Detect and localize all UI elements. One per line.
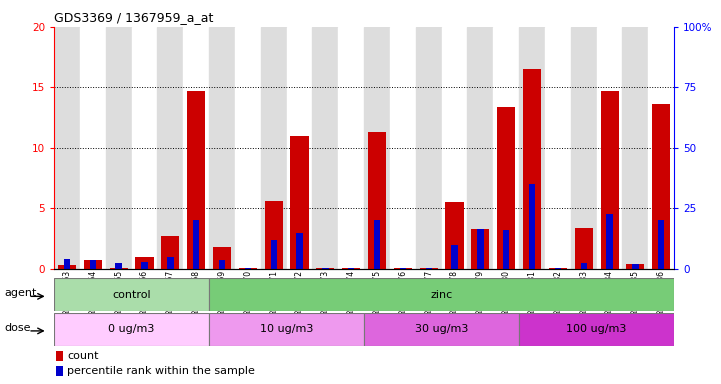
Bar bbox=[364, 313, 519, 346]
Bar bbox=[425, 268, 432, 269]
Bar bbox=[157, 27, 183, 269]
Bar bbox=[416, 27, 441, 269]
Bar bbox=[115, 263, 122, 269]
Bar bbox=[529, 184, 535, 269]
Bar bbox=[519, 313, 674, 346]
Bar bbox=[549, 268, 567, 269]
Bar bbox=[183, 27, 209, 269]
Bar bbox=[209, 313, 364, 346]
Bar bbox=[554, 268, 561, 269]
Bar bbox=[80, 27, 106, 269]
Bar bbox=[162, 236, 180, 269]
Bar bbox=[420, 268, 438, 269]
Bar bbox=[235, 27, 261, 269]
Bar bbox=[571, 27, 596, 269]
Text: agent: agent bbox=[4, 288, 37, 298]
Bar bbox=[54, 27, 80, 269]
Bar bbox=[493, 27, 519, 269]
Bar bbox=[545, 27, 571, 269]
Bar bbox=[239, 268, 257, 269]
Bar bbox=[312, 27, 338, 269]
Text: count: count bbox=[67, 351, 99, 361]
Bar bbox=[54, 278, 209, 311]
Bar bbox=[64, 259, 70, 269]
Bar bbox=[209, 278, 674, 311]
Bar bbox=[296, 233, 303, 269]
Bar bbox=[390, 27, 416, 269]
Bar bbox=[322, 268, 329, 269]
Text: control: control bbox=[112, 290, 151, 300]
Bar bbox=[441, 27, 467, 269]
Bar bbox=[477, 229, 484, 269]
Text: GDS3369 / 1367959_a_at: GDS3369 / 1367959_a_at bbox=[54, 11, 213, 24]
Bar bbox=[601, 91, 619, 269]
Bar bbox=[110, 268, 128, 269]
Bar bbox=[131, 27, 157, 269]
Bar bbox=[596, 27, 622, 269]
Bar bbox=[213, 247, 231, 269]
Bar bbox=[348, 268, 354, 269]
Text: 30 ug/m3: 30 ug/m3 bbox=[415, 324, 469, 334]
Bar bbox=[451, 245, 458, 269]
Bar bbox=[368, 132, 386, 269]
Bar bbox=[374, 220, 380, 269]
Bar bbox=[291, 136, 309, 269]
Bar bbox=[167, 257, 174, 269]
Bar bbox=[394, 268, 412, 269]
Bar bbox=[244, 268, 251, 269]
Bar bbox=[270, 240, 277, 269]
Bar bbox=[497, 107, 516, 269]
Bar bbox=[54, 313, 209, 346]
Bar bbox=[606, 214, 613, 269]
Bar bbox=[219, 260, 225, 269]
Bar bbox=[622, 27, 648, 269]
Bar bbox=[658, 220, 664, 269]
Bar bbox=[648, 27, 674, 269]
Bar bbox=[399, 268, 406, 269]
Bar bbox=[575, 228, 593, 269]
Bar bbox=[265, 201, 283, 269]
Bar bbox=[338, 27, 364, 269]
Bar bbox=[261, 27, 286, 269]
Bar bbox=[187, 91, 205, 269]
Bar bbox=[286, 27, 312, 269]
Bar bbox=[627, 264, 645, 269]
Bar bbox=[193, 220, 199, 269]
Bar bbox=[580, 263, 587, 269]
Bar bbox=[317, 268, 335, 269]
Bar bbox=[58, 265, 76, 269]
Bar bbox=[56, 366, 63, 376]
Bar bbox=[141, 262, 148, 269]
Bar bbox=[632, 264, 639, 269]
Text: 10 ug/m3: 10 ug/m3 bbox=[260, 324, 314, 334]
Bar bbox=[89, 260, 96, 269]
Text: 100 ug/m3: 100 ug/m3 bbox=[567, 324, 627, 334]
Bar bbox=[209, 27, 235, 269]
Bar bbox=[467, 27, 493, 269]
Bar bbox=[446, 202, 464, 269]
Bar bbox=[56, 351, 63, 361]
Bar bbox=[519, 27, 545, 269]
Bar bbox=[106, 27, 131, 269]
Bar bbox=[653, 104, 671, 269]
Text: 0 ug/m3: 0 ug/m3 bbox=[108, 324, 155, 334]
Bar bbox=[472, 229, 490, 269]
Text: percentile rank within the sample: percentile rank within the sample bbox=[67, 366, 255, 376]
Bar bbox=[136, 257, 154, 269]
Bar bbox=[84, 260, 102, 269]
Bar bbox=[523, 69, 541, 269]
Bar bbox=[364, 27, 390, 269]
Text: zinc: zinc bbox=[430, 290, 453, 300]
Bar bbox=[503, 230, 509, 269]
Text: dose: dose bbox=[4, 323, 31, 333]
Bar bbox=[342, 268, 360, 269]
